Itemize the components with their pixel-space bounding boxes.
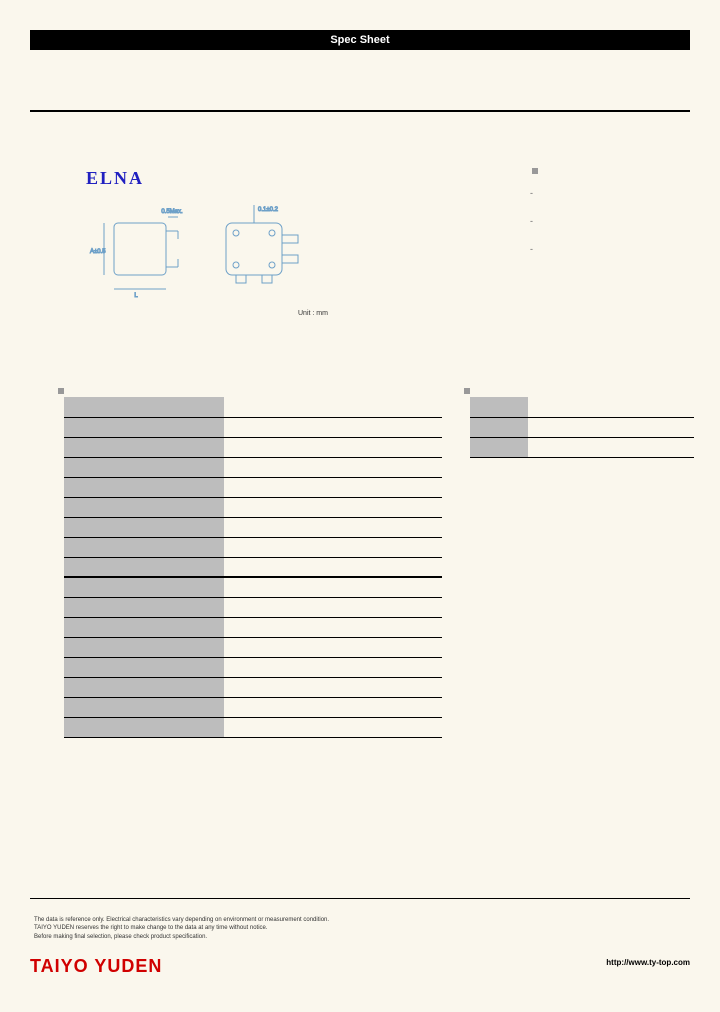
table-row	[64, 397, 442, 417]
spec-value	[224, 417, 442, 437]
table-row	[64, 477, 442, 497]
spec-value	[224, 497, 442, 517]
spec-bullet-icon	[58, 388, 64, 394]
spec-value	[224, 597, 442, 617]
table-row	[64, 557, 442, 577]
spec-table	[64, 397, 442, 738]
svg-text:0.1±0.2: 0.1±0.2	[258, 207, 279, 213]
svg-text:A±0.5: A±0.5	[90, 249, 106, 255]
spec-label	[64, 557, 224, 577]
disclaimer-line-1: The data is reference only. Electrical c…	[34, 916, 329, 924]
note-dash-3: -	[530, 244, 533, 254]
svg-text:L: L	[134, 293, 138, 299]
divider-top	[30, 110, 690, 112]
spec-value	[224, 717, 442, 737]
table-row	[64, 577, 442, 597]
spec-value	[224, 477, 442, 497]
dim-value	[528, 397, 694, 417]
table-row	[64, 417, 442, 437]
note-dash-1: -	[530, 188, 533, 198]
footer-url: http://www.ty-top.com	[606, 958, 690, 967]
spec-value	[224, 637, 442, 657]
spec-label	[64, 597, 224, 617]
component-diagram: L A±0.5 0.5Max. 0.1±0.2	[86, 195, 306, 315]
notes-bullet-icon	[532, 168, 538, 174]
spec-value	[224, 617, 442, 637]
dim-bullet-icon	[464, 388, 470, 394]
table-row	[64, 597, 442, 617]
spec-value	[224, 577, 442, 597]
table-row	[64, 517, 442, 537]
table-row	[470, 437, 694, 457]
svg-text:0.5Max.: 0.5Max.	[161, 209, 183, 215]
dim-value	[528, 417, 694, 437]
dim-label	[470, 397, 528, 417]
dim-value	[528, 437, 694, 457]
table-row	[64, 677, 442, 697]
table-row	[64, 717, 442, 737]
brand-logo: ELNA	[86, 168, 144, 189]
table-row	[470, 417, 694, 437]
spec-value	[224, 677, 442, 697]
table-row	[470, 397, 694, 417]
divider-bottom	[30, 898, 690, 899]
spec-label	[64, 537, 224, 557]
table-row	[64, 537, 442, 557]
spec-label	[64, 517, 224, 537]
spec-label	[64, 497, 224, 517]
spec-label	[64, 717, 224, 737]
spec-label	[64, 677, 224, 697]
footer-company-logo: TAIYO YUDEN	[30, 956, 162, 977]
disclaimer-line-2: TAIYO YUDEN reserves the right to make c…	[34, 924, 329, 932]
table-row	[64, 697, 442, 717]
spec-value	[224, 697, 442, 717]
spec-value	[224, 557, 442, 577]
table-row	[64, 617, 442, 637]
disclaimer-line-3: Before making final selection, please ch…	[34, 933, 329, 941]
spec-value	[224, 397, 442, 417]
spec-label	[64, 477, 224, 497]
disclaimer: The data is reference only. Electrical c…	[34, 916, 329, 941]
spec-label	[64, 657, 224, 677]
table-row	[64, 457, 442, 477]
spec-value	[224, 437, 442, 457]
unit-label: Unit : mm	[298, 310, 328, 317]
spec-label	[64, 437, 224, 457]
dim-label	[470, 417, 528, 437]
spec-value	[224, 517, 442, 537]
header-title: Spec Sheet	[330, 34, 389, 46]
dim-table	[470, 397, 694, 458]
dim-label	[470, 437, 528, 457]
spec-label	[64, 577, 224, 597]
spec-label	[64, 617, 224, 637]
spec-value	[224, 537, 442, 557]
note-dash-2: -	[530, 216, 533, 226]
spec-label	[64, 457, 224, 477]
spec-label	[64, 697, 224, 717]
table-row	[64, 657, 442, 677]
spec-label	[64, 417, 224, 437]
table-row	[64, 497, 442, 517]
spec-label	[64, 637, 224, 657]
header-bar: Spec Sheet	[30, 30, 690, 50]
table-row	[64, 437, 442, 457]
spec-value	[224, 657, 442, 677]
spec-label	[64, 397, 224, 417]
spec-value	[224, 457, 442, 477]
table-row	[64, 637, 442, 657]
